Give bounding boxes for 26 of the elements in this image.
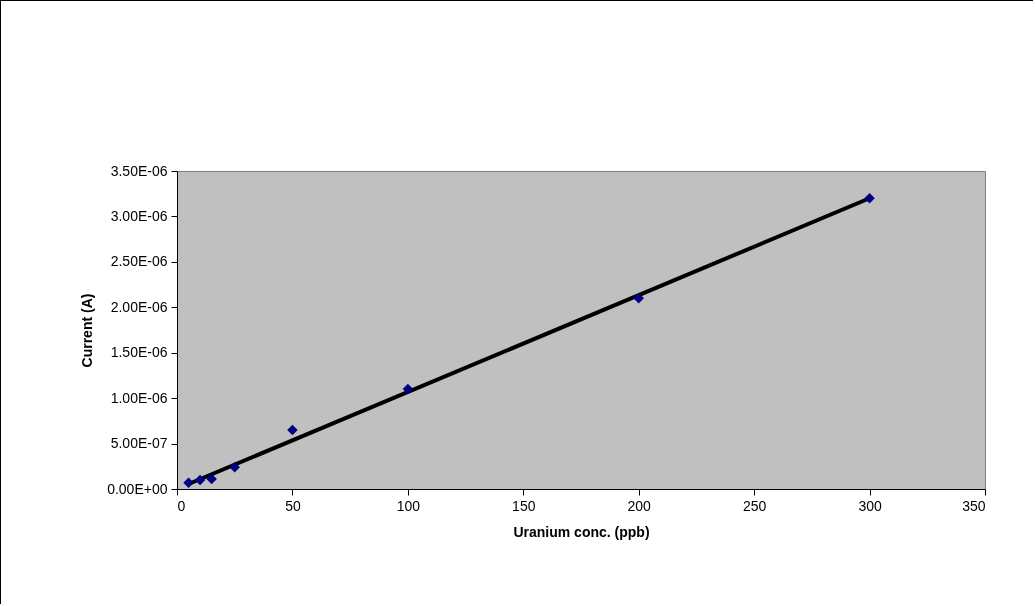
x-tick-label: 100 <box>396 497 421 514</box>
y-tick-label: 2.50E-06 <box>110 253 168 270</box>
x-tick-label: 350 <box>962 497 986 514</box>
x-tick-label: 300 <box>858 497 882 514</box>
x-axis-title: Uranium conc. (ppb) <box>513 523 650 540</box>
point <box>287 424 298 436</box>
y-tick-label: 3.50E-06 <box>110 162 168 179</box>
y-tick-label: 1.00E-06 <box>110 389 168 406</box>
point <box>402 383 414 395</box>
x-tick-label: 0 <box>177 497 186 514</box>
y-tick-label: 1.50E-06 <box>110 344 168 361</box>
point <box>229 461 240 473</box>
y-tick-label: 5.00E-07 <box>110 435 168 452</box>
y-tick-label: 0.00E+00 <box>107 480 168 497</box>
x-tick-label: 150 <box>512 497 536 514</box>
point <box>633 292 644 304</box>
x-tick-label: 200 <box>627 497 652 514</box>
y-tick-label: 3.00E-06 <box>110 207 168 224</box>
y-tick-label: 2.00E-06 <box>110 298 168 315</box>
point <box>183 477 194 488</box>
point <box>206 473 217 485</box>
point <box>864 193 875 204</box>
x-tick-label: 50 <box>285 497 301 514</box>
y-axis-title: Current (A) <box>79 293 96 368</box>
point <box>194 474 206 486</box>
x-tick-label: 250 <box>742 497 767 514</box>
